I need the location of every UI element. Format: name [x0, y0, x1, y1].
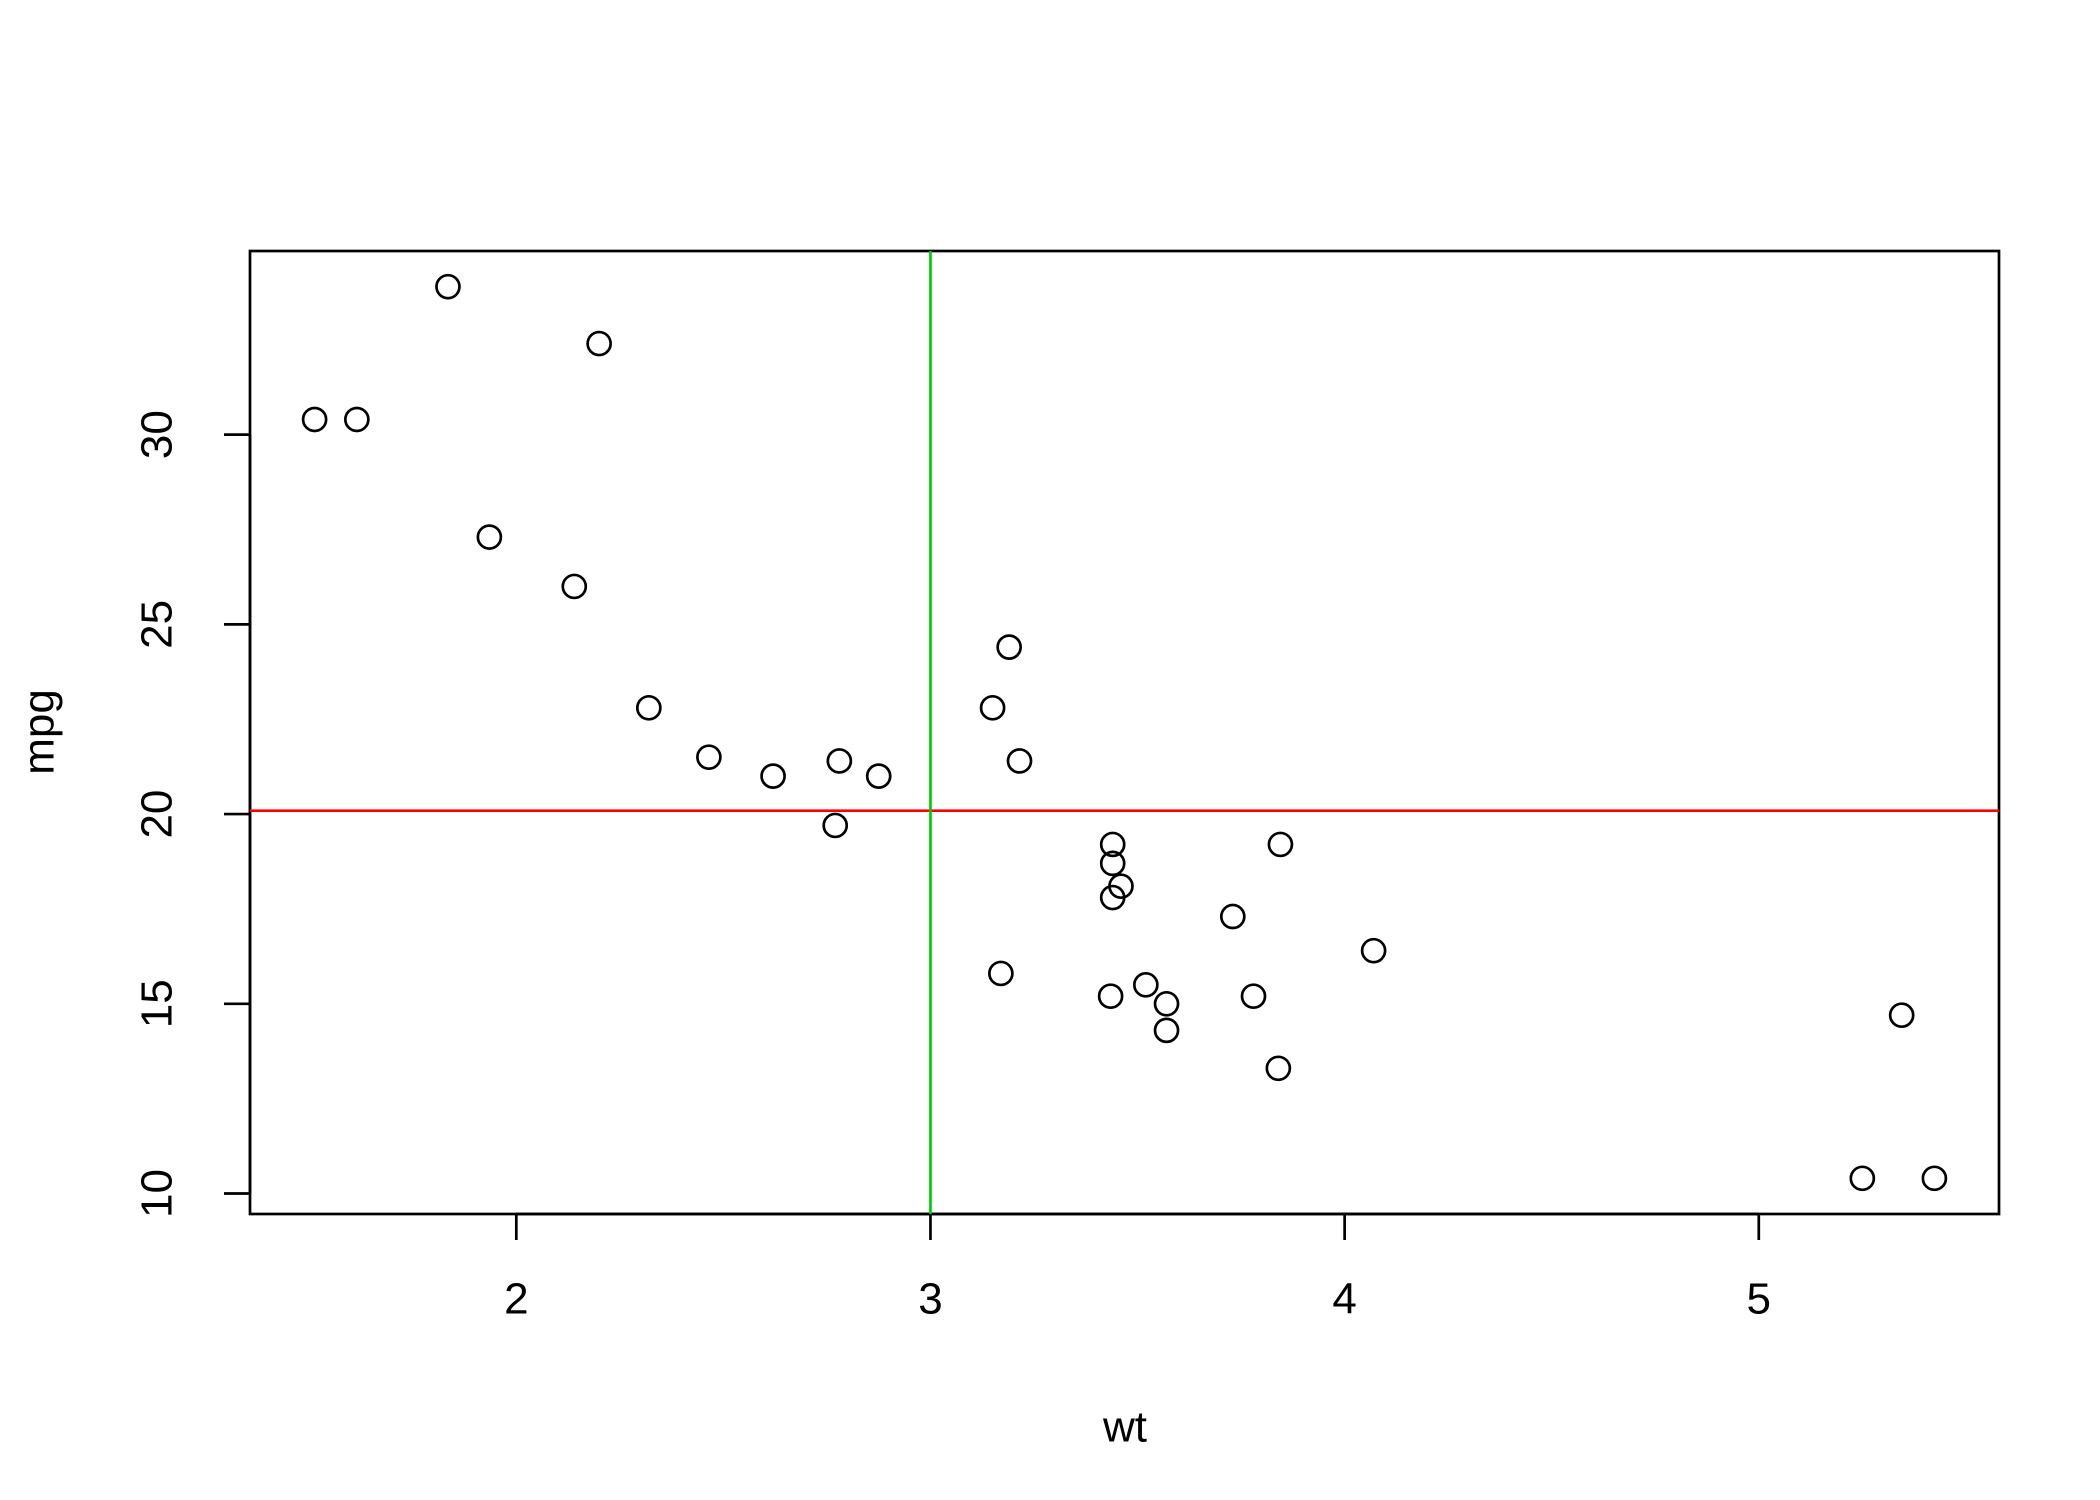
point: [760, 763, 786, 789]
plot-frame: [248, 249, 2001, 1216]
x-tick-label: 3: [918, 1275, 942, 1324]
point: [561, 573, 588, 600]
point: [1099, 884, 1126, 911]
point: [301, 406, 328, 433]
point: [1360, 937, 1387, 964]
point: [1219, 903, 1246, 930]
x-tick-label: 2: [504, 1275, 528, 1324]
point: [1265, 1055, 1292, 1082]
point: [1153, 1017, 1180, 1044]
point: [996, 634, 1023, 660]
x-tick-label: 5: [1747, 1275, 1771, 1324]
point: [979, 694, 1006, 721]
y-tick-label: 25: [133, 600, 182, 649]
y-axis-label: mpg: [15, 689, 64, 775]
point: [435, 273, 461, 300]
point: [1006, 748, 1033, 774]
point: [822, 812, 849, 839]
y-tick-label: 15: [133, 979, 182, 1028]
point: [586, 330, 612, 357]
y-tick-label: 20: [133, 790, 182, 839]
point: [696, 744, 722, 771]
point: [1888, 1002, 1915, 1029]
point: [1267, 831, 1294, 858]
point: [1099, 850, 1126, 877]
point: [635, 694, 662, 721]
point: [1153, 990, 1180, 1017]
point: [1240, 983, 1267, 1010]
x-tick-label: 4: [1332, 1275, 1356, 1324]
x-axis-label: wt: [1102, 1403, 1147, 1452]
point: [476, 524, 503, 550]
y-tick-label: 30: [133, 410, 182, 459]
point: [988, 960, 1014, 987]
point: [1099, 831, 1126, 858]
point: [826, 748, 853, 774]
point: [1921, 1165, 1948, 1192]
point: [1132, 971, 1159, 998]
point: [865, 763, 892, 789]
y-tick-label: 10: [133, 1169, 182, 1218]
point: [1849, 1165, 1876, 1192]
point: [1097, 983, 1124, 1010]
point: [344, 406, 370, 433]
